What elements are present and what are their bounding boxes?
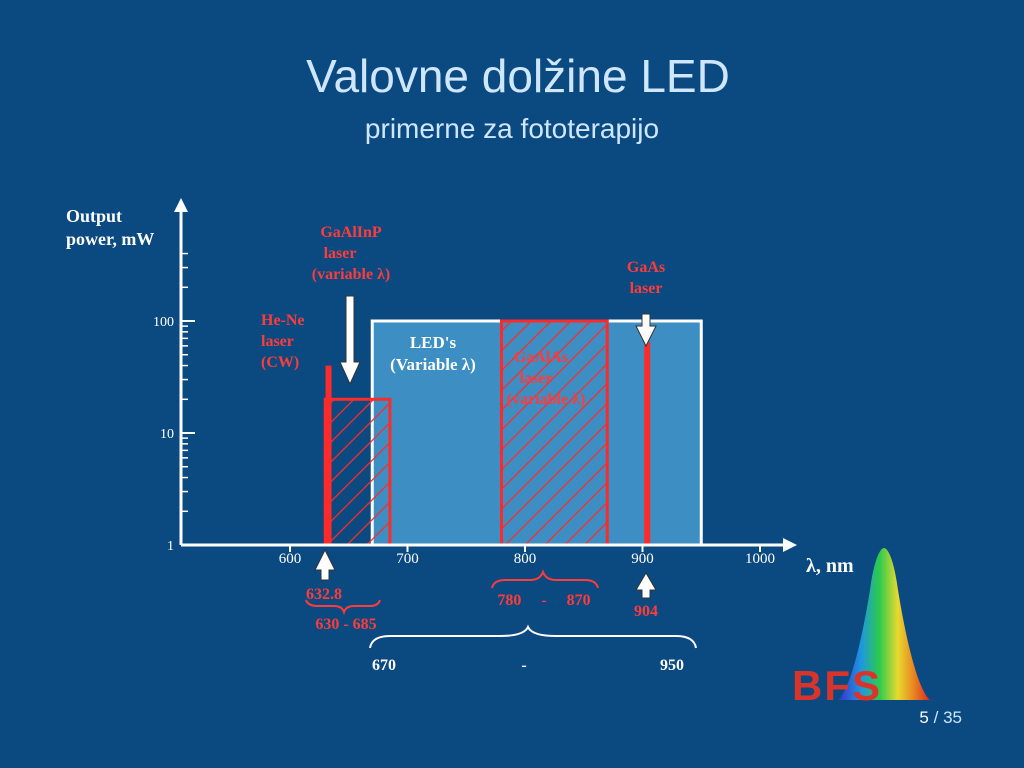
- page-current: 5: [919, 708, 929, 727]
- logo-spectrum-shape: [838, 548, 930, 700]
- hene-value: 632.8: [306, 586, 342, 603]
- gaalas-brace: [491, 569, 599, 589]
- slide-title: Valovne dolžine LED: [306, 50, 730, 102]
- gaas-value: 904: [634, 603, 658, 620]
- slide-subtitle: primerne za fototerapijo: [364, 113, 660, 144]
- line-gaas-laser: [644, 341, 651, 545]
- hene-up-arrow-icon: [314, 548, 336, 581]
- region-gaalas-laser: [500, 319, 609, 547]
- x-tick-label-800: 800: [514, 551, 537, 567]
- y-tick-label-100: 100: [153, 315, 174, 330]
- y-axis-label-line2: power, mW: [66, 229, 154, 249]
- page-number: 5 / 35: [919, 708, 962, 728]
- gaalinp-arrow-icon: [339, 295, 361, 386]
- gaalas-label-line1: GaAlAs: [514, 349, 568, 366]
- bfs-logo: BFS: [792, 548, 930, 709]
- gaalinp-label-line2: laser: [324, 245, 357, 262]
- y-tick-label-10: 10: [160, 427, 174, 442]
- gaalas-label-line3: (variable λ): [507, 391, 586, 408]
- hene-label-line3: (CW): [261, 354, 299, 371]
- led-range-brace: [369, 624, 697, 649]
- led-range-dash: -: [521, 657, 526, 674]
- y-tick-label-1: 1: [167, 539, 174, 554]
- region-gaalinp-laser: [323, 397, 392, 547]
- hene-label-line2: laser: [261, 333, 294, 350]
- gaalas-range: 780 - 870: [497, 592, 590, 609]
- page-separator: /: [933, 708, 939, 727]
- gaalas-label-line2: laser: [520, 370, 553, 387]
- gaalinp-label-line1: GaAlInP: [320, 224, 382, 241]
- led-range-from: 670: [372, 657, 396, 674]
- x-axis-label: λ, nm: [806, 555, 854, 577]
- x-axis-arrow: [783, 538, 797, 552]
- y-axis-arrow: [174, 198, 188, 212]
- x-tick-label-1000: 1000: [745, 551, 775, 567]
- y-axis-label-line1: Output: [66, 206, 122, 226]
- gaas-up-arrow-icon: [635, 572, 657, 599]
- led-range-to: 950: [660, 657, 684, 674]
- led-label-line2: (Variable λ): [390, 355, 476, 374]
- gaas-label-line2: laser: [630, 280, 663, 297]
- page-total: 35: [943, 708, 962, 727]
- logo-text: BFS: [792, 662, 882, 709]
- gaas-arrow-icon: [635, 313, 657, 348]
- hene-label-line1: He-Ne: [261, 312, 305, 329]
- x-tick-label-900: 900: [631, 551, 654, 567]
- gaalinp-label-line3: (variable λ): [312, 266, 391, 283]
- x-tick-label-700: 700: [396, 551, 419, 567]
- gaalinp-range: 630 - 685: [315, 616, 376, 633]
- led-label-line1: LED's: [410, 333, 457, 352]
- gaas-label-line1: GaAs: [627, 259, 665, 276]
- line-he-ne-laser: [325, 365, 332, 545]
- gaalinp-brace: [305, 599, 381, 616]
- x-tick-label-600: 600: [279, 551, 302, 567]
